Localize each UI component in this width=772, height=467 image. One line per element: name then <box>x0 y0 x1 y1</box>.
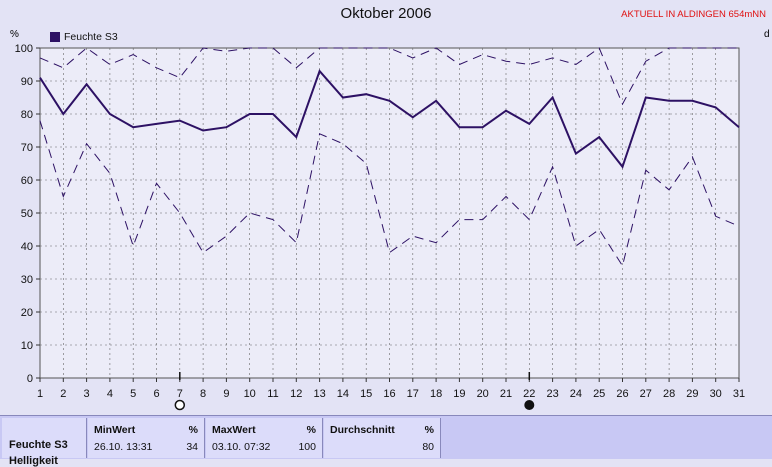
y-tick-label: 100 <box>15 43 33 55</box>
series-line-min <box>39 120 740 268</box>
y-unit-right: d <box>764 29 770 40</box>
max-value: 100 <box>298 441 316 453</box>
series-line-avg <box>39 69 740 169</box>
y-tick-label: 10 <box>21 340 33 352</box>
min-label: MinWert <box>94 424 136 436</box>
x-tick-label: 25 <box>593 388 605 400</box>
new-moon-icon <box>524 400 535 410</box>
avg-value: 80 <box>422 441 434 453</box>
x-tick-label: 5 <box>130 388 136 400</box>
stats-footer: Feuchte S3 Helligkeit MinWert % 26.10. 1… <box>0 415 772 467</box>
y-tick-label: 0 <box>27 373 33 385</box>
x-tick-label: 17 <box>407 388 419 400</box>
series-name: Feuchte S3 <box>9 439 68 451</box>
x-tick-label: 22 <box>523 388 535 400</box>
max-label: MaxWert <box>212 424 256 436</box>
y-tick-label: 20 <box>21 307 33 319</box>
x-tick-label: 16 <box>383 388 395 400</box>
min-unit: % <box>188 424 198 436</box>
min-time: 26.10. 13:31 <box>94 441 153 453</box>
x-tick-label: 11 <box>267 388 278 400</box>
y-tick-label: 30 <box>21 274 33 286</box>
y-unit-left: % <box>10 29 19 40</box>
y-tick-label: 70 <box>21 142 33 154</box>
avg-unit: % <box>424 424 434 436</box>
x-tick-label: 13 <box>313 388 325 400</box>
y-tick-label: 60 <box>21 175 33 187</box>
x-tick-label: 4 <box>107 388 113 400</box>
x-tick-label: 27 <box>640 388 652 400</box>
series-line-max <box>39 47 739 106</box>
x-tick-label: 9 <box>223 388 229 400</box>
chart-title: Oktober 2006 <box>340 5 432 22</box>
y-tick-label: 90 <box>21 76 33 88</box>
legend-label: Feuchte S3 <box>64 31 118 43</box>
x-tick-label: 12 <box>290 388 302 400</box>
station-label: AKTUELL IN ALDINGEN 654mNN <box>621 9 766 20</box>
x-tick-label: 18 <box>430 388 442 400</box>
x-tick-label: 14 <box>337 388 349 400</box>
x-tick-label: 1 <box>37 388 43 400</box>
x-tick-label: 29 <box>686 388 698 400</box>
x-tick-label: 21 <box>500 388 512 400</box>
x-tick-label: 3 <box>84 388 90 400</box>
y-tick-label: 80 <box>21 109 33 121</box>
series-cell: Feuchte S3 Helligkeit <box>2 418 87 467</box>
full-moon-icon <box>174 399 186 411</box>
x-tick-label: 10 <box>244 388 256 400</box>
avg-cell: Durchschnitt % 80 <box>324 418 441 458</box>
x-tick-label: 20 <box>477 388 489 400</box>
x-tick-label: 19 <box>453 388 465 400</box>
x-tick-label: 30 <box>710 388 722 400</box>
max-unit: % <box>306 424 316 436</box>
max-cell: MaxWert % 03.10. 07:32 100 <box>206 418 323 458</box>
x-tick-label: 26 <box>616 388 628 400</box>
x-tick-label: 31 <box>733 388 745 400</box>
x-tick-label: 28 <box>663 388 675 400</box>
min-cell: MinWert % 26.10. 13:31 34 <box>88 418 205 458</box>
avg-label: Durchschnitt <box>330 424 395 436</box>
y-tick-label: 40 <box>21 241 33 253</box>
x-tick-label: 24 <box>570 388 582 400</box>
legend-swatch <box>50 32 60 42</box>
legend: Feuchte S3 <box>50 31 118 43</box>
max-time: 03.10. 07:32 <box>212 441 271 453</box>
x-tick-label: 23 <box>546 388 558 400</box>
x-tick-label: 2 <box>60 388 66 400</box>
min-value: 34 <box>186 441 198 453</box>
x-tick-label: 7 <box>177 388 183 400</box>
y-tick-label: 50 <box>21 208 33 220</box>
x-tick-label: 6 <box>153 388 159 400</box>
next-series-name: Helligkeit <box>9 455 58 467</box>
x-tick-label: 8 <box>200 388 206 400</box>
x-tick-label: 15 <box>360 388 372 400</box>
